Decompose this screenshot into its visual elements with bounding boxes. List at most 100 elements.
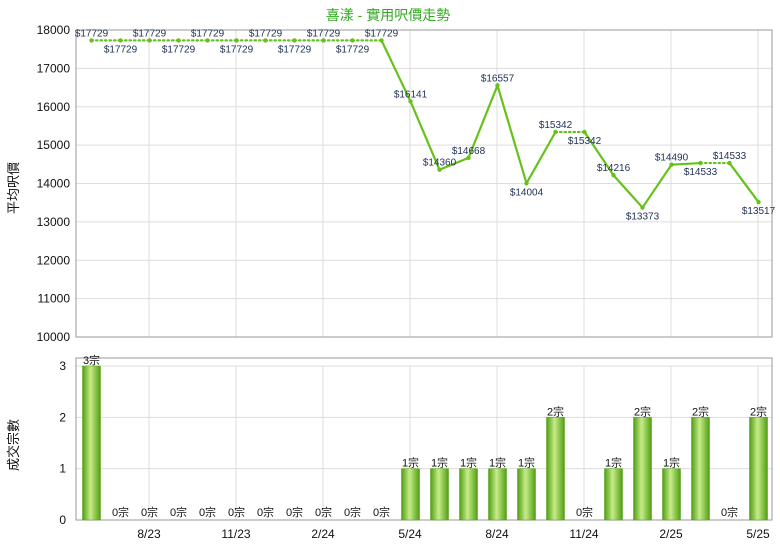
price-data-label: $16141 [394,89,428,100]
volume-data-label: 0宗 [576,505,593,519]
volume-data-label: 0宗 [721,505,738,519]
price-data-label: $14004 [510,187,544,198]
price-axis-label: 平均呎價 [6,162,21,214]
price-data-label: $15342 [539,120,573,131]
volume-bar [82,365,101,521]
price-point [147,38,152,43]
price-data-label: $14668 [452,146,486,157]
volume-bar [546,417,565,521]
price-point [205,38,210,43]
volume-data-label: 1宗 [518,456,535,470]
price-panel: 10000 11000 12000 13000 14000 15000 16000 17000… [37,23,776,344]
price-line-segment [525,130,557,185]
volume-data-label: 1宗 [460,456,477,470]
volume-tick-label: 0 [59,513,66,527]
volume-data-label: 2宗 [547,404,564,418]
volume-plot-frame [75,357,773,521]
volume-data-label: 1宗 [663,456,680,470]
price-data-label: $17729 [249,28,283,39]
volume-tick-label: 3 [59,359,66,373]
volume-bar [604,468,623,521]
price-data-label: $17729 [278,44,312,55]
price-data-label: $15342 [568,136,602,147]
volume-data-label: 0宗 [315,505,332,519]
volume-bar [633,417,652,521]
price-line-segment [612,174,644,209]
x-tick-label: 2/24 [311,527,335,541]
price-data-label: $14490 [655,153,689,164]
price-tick-label: 16000 [37,100,71,114]
price-plot-frame [75,29,773,338]
volume-bar [517,468,536,521]
price-tick-label: 18000 [37,23,71,37]
volume-bar [430,468,449,521]
volume-data-label: 1宗 [402,456,419,470]
volume-bar [488,468,507,521]
price-point [263,38,268,43]
x-tick-label: 11/24 [569,527,598,541]
price-point [640,205,645,210]
price-data-label: $14360 [423,158,457,169]
volume-data-label: 2宗 [750,404,767,418]
price-line-segment [409,100,441,171]
price-point [321,38,326,43]
x-tick-label: 5/25 [746,527,770,541]
volume-bar [749,417,768,521]
price-point [524,181,529,186]
price-line-segment [670,161,702,166]
price-point [756,199,761,205]
price-line-segment [380,39,412,103]
price-tick-label: 10000 [37,330,71,344]
volume-tick-label: 1 [59,462,66,476]
volume-data-label: 3宗 [83,353,100,367]
price-point [176,38,181,43]
price-tick-label: 12000 [37,253,71,267]
price-data-label: $14533 [684,167,718,178]
price-point [437,167,442,172]
price-data-label: $17729 [191,28,225,39]
volume-data-label: 0宗 [199,505,216,519]
price-tick-label: 11000 [38,292,71,306]
price-point [495,83,500,88]
x-tick-label: 2/25 [659,527,683,541]
price-data-label: $17729 [104,44,138,55]
price-tick-label: 17000 [37,61,71,75]
price-point [234,38,239,43]
volume-data-label: 2宗 [692,404,709,418]
price-point [698,160,703,166]
x-tick-label: 8/24 [485,527,509,541]
volume-data-label: 0宗 [228,505,245,519]
volume-data-label: 1宗 [605,456,622,470]
price-point [669,162,674,167]
price-data-label: $14216 [597,163,631,174]
volume-data-label: 1宗 [431,456,448,470]
chart-title: 喜漾 - 實用呎價走勢 [326,7,450,23]
volume-bar [662,468,681,521]
price-data-label: $17729 [220,44,254,55]
price-point [118,38,123,43]
price-data-label: $17729 [307,28,341,39]
x-tick-label: 8/23 [137,527,161,541]
price-point [553,129,558,135]
price-data-label: $17729 [336,44,370,55]
price-tick-label: 15000 [37,138,71,152]
price-point [727,160,732,166]
price-data-label: $17729 [75,28,109,39]
volume-data-label: 0宗 [286,505,303,519]
volume-data-label: 0宗 [112,505,129,519]
price-line-segment [641,163,673,209]
price-line-segment [728,161,760,204]
volume-data-label: 0宗 [373,505,390,519]
price-point [466,155,471,161]
volume-data-label: 0宗 [257,505,274,519]
x-tick-label: 5/24 [398,527,422,541]
volume-bar [401,468,420,521]
price-point [611,173,616,178]
volume-data-label: 0宗 [141,505,158,519]
volume-axis-label: 成交宗數 [6,419,21,471]
price-point [379,38,384,43]
volume-data-label: 1宗 [489,456,506,470]
volume-data-label: 2宗 [634,404,651,418]
volume-bar [459,468,478,521]
